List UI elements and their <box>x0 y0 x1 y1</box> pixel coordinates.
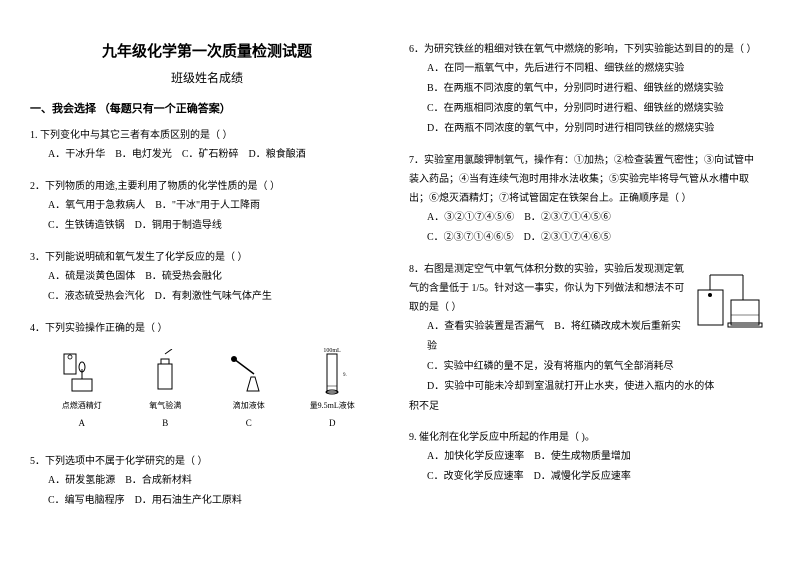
diagram-b-caption: 氧气验满 <box>149 398 181 413</box>
q6-text: 6．为研究铁丝的粗细对铁在氧气中燃烧的影响，下列实验能达到目的的是（ ） <box>409 40 763 59</box>
q3-text: 3．下列能说明硫和氧气发生了化学反应的是（ ） <box>30 248 384 267</box>
right-column: 6．为研究铁丝的粗细对铁在氧气中燃烧的影响，下列实验能达到目的的是（ ） A．在… <box>409 40 763 542</box>
question-3: 3．下列能说明硫和氧气发生了化学反应的是（ ） A．硫是淡黄色固体 B．硫受热会… <box>30 248 384 307</box>
q7-options-2: C．②③⑦①④⑥⑤ D．②③①⑦④⑥⑤ <box>409 228 763 248</box>
q9-options-2: C．改变化学反应速率 D．减慢化学反应速率 <box>409 467 763 487</box>
question-1: 1. 下列变化中与其它三者有本质区别的是（ ） A．干冰升华 B．电灯发光 C．… <box>30 126 384 165</box>
q6-option-b: B．在两瓶不同浓度的氧气中，分别同时进行粗、细铁丝的燃烧实验 <box>409 79 763 99</box>
diagram-c-label: C <box>246 415 252 432</box>
exam-title: 九年级化学第一次质量检测试题 <box>30 40 384 61</box>
q9-text: 9. 催化剂在化学反应中所起的作用是（ )。 <box>409 428 763 447</box>
apparatus-icon <box>693 265 763 335</box>
q4-diagrams: 点燃酒精灯 A 氧气验满 B <box>30 346 384 432</box>
q5-options-1: A．研发氢能源 B．合成新材料 <box>30 471 384 491</box>
q6-option-d: D．在两瓶不同浓度的氧气中，分别同时进行相同铁丝的燃烧实验 <box>409 119 763 139</box>
q7-options-1: A．③②①⑦④⑤⑥ B．②③⑦①④⑤⑥ <box>409 208 763 228</box>
diagram-a: 点燃酒精灯 A <box>54 346 109 432</box>
q5-options-2: C．编写电脑程序 D．用石油生产化工原料 <box>30 491 384 511</box>
cylinder-top-label: 100mL <box>324 348 342 354</box>
q5-text: 5．下列选项中不属于化学研究的是（ ） <box>30 452 384 471</box>
q7-text: 7．实验室用氯酸钾制氧气，操作有：①加热；②检查装置气密性；③向试管中装入药品；… <box>409 151 763 208</box>
q2-options-1: A．氧气用于急救病人 B．"干冰"用于人工降雨 <box>30 196 384 216</box>
cylinder-icon: 100mL 9.5mL <box>305 346 360 396</box>
dropper-icon <box>221 346 276 396</box>
diagram-b-label: B <box>162 415 168 432</box>
diagram-a-label: A <box>79 415 86 432</box>
section-1-header: 一、我会选择 （每题只有一个正确答案） <box>30 100 384 116</box>
question-6: 6．为研究铁丝的粗细对铁在氧气中燃烧的影响，下列实验能达到目的的是（ ） A．在… <box>409 40 763 139</box>
diagram-d: 100mL 9.5mL 量9.5mL液体 D <box>305 346 360 432</box>
q1-text: 1. 下列变化中与其它三者有本质区别的是（ ） <box>30 126 384 145</box>
q2-text: 2．下列物质的用途,主要利用了物质的化学性质的是（ ） <box>30 177 384 196</box>
q4-text: 4．下列实验操作正确的是（ ） <box>30 319 384 338</box>
q6-option-a: A．在同一瓶氧气中，先后进行不同粗、细铁丝的燃烧实验 <box>409 59 763 79</box>
diagram-d-caption: 量9.5mL液体 <box>310 398 355 413</box>
question-9: 9. 催化剂在化学反应中所起的作用是（ )。 A．加快化学反应速率 B．使生成物… <box>409 428 763 487</box>
exam-subtitle: 班级姓名成绩 <box>30 69 384 86</box>
q8-option-c: C．实验中红磷的量不足，没有将瓶内的氧气全部消耗尽 <box>409 357 763 377</box>
q8-option-d2: 积不足 <box>409 397 763 416</box>
q3-options-1: A．硫是淡黄色固体 B．硫受热会融化 <box>30 267 384 287</box>
lamp-icon <box>54 346 109 396</box>
question-7: 7．实验室用氯酸钾制氧气，操作有：①加热；②检查装置气密性；③向试管中装入药品；… <box>409 151 763 248</box>
q2-options-2: C．生铁铸造铁锅 D．铜用于制造导线 <box>30 216 384 236</box>
q9-options-1: A．加快化学反应速率 B．使生成物质量增加 <box>409 447 763 467</box>
q8-option-d: D．实验中可能未冷却到室温就打开止水夹，使进入瓶内的水的体 <box>409 377 763 397</box>
question-5: 5．下列选项中不属于化学研究的是（ ） A．研发氢能源 B．合成新材料 C．编写… <box>30 452 384 511</box>
q6-option-c: C．在两瓶相同浓度的氧气中，分别同时进行粗、细铁丝的燃烧实验 <box>409 99 763 119</box>
cylinder-mid-label: 9.5mL <box>343 373 347 378</box>
diagram-c: 滴加液体 C <box>221 346 276 432</box>
question-2: 2．下列物质的用途,主要利用了物质的化学性质的是（ ） A．氧气用于急救病人 B… <box>30 177 384 236</box>
diagram-b: 氧气验满 B <box>138 346 193 432</box>
left-column: 九年级化学第一次质量检测试题 班级姓名成绩 一、我会选择 （每题只有一个正确答案… <box>30 40 384 542</box>
bottle-icon <box>138 346 193 396</box>
q3-options-2: C．液态硫受热会汽化 D．有刺激性气味气体产生 <box>30 287 384 307</box>
q1-options: A．干冰升华 B．电灯发光 C．矿石粉碎 D．粮食酿酒 <box>30 145 384 165</box>
question-8: 8．右图是测定空气中氧气体积分数的实验，实验后发现测定氧 气的含量低于 1/5。… <box>409 260 763 416</box>
question-4: 4．下列实验操作正确的是（ ） 点燃酒精灯 A <box>30 319 384 440</box>
diagram-a-caption: 点燃酒精灯 <box>62 398 102 413</box>
diagram-c-caption: 滴加液体 <box>233 398 265 413</box>
diagram-d-label: D <box>329 415 336 432</box>
